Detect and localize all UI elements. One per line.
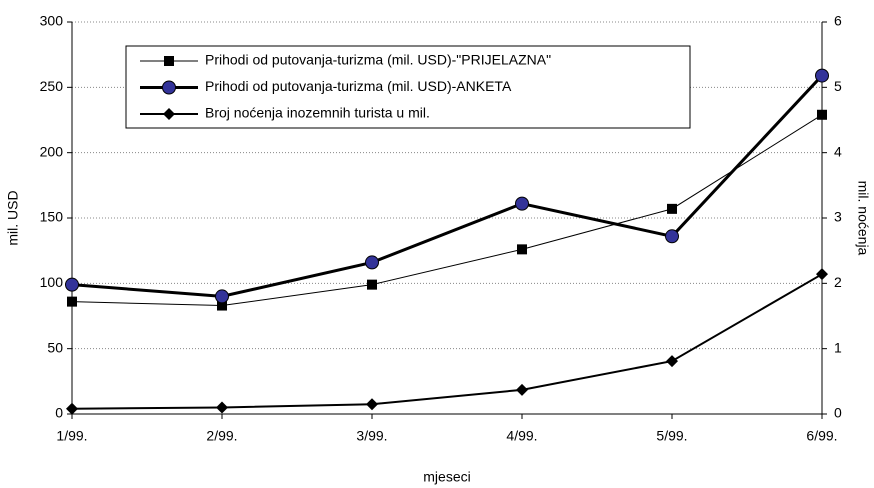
marker	[215, 289, 229, 304]
marker	[815, 68, 829, 83]
y-tick-label: 50	[47, 339, 63, 355]
marker	[817, 109, 827, 120]
legend-label: Broj noćenja inozemnih turista u mil.	[205, 105, 430, 121]
x-axis-label: mjeseci	[423, 469, 470, 485]
y-tick-label: 250	[40, 78, 64, 94]
marker	[66, 402, 78, 415]
marker	[162, 80, 176, 95]
y2-tick-label: 1	[834, 339, 842, 355]
marker	[516, 383, 528, 396]
marker	[367, 279, 377, 290]
y-tick-label: 100	[40, 274, 64, 290]
y2-tick-label: 6	[834, 13, 842, 29]
y-tick-label: 150	[40, 209, 64, 225]
marker	[666, 355, 678, 368]
y-axis-label: mil. USD	[5, 190, 21, 245]
x-tick-label: 3/99.	[356, 428, 387, 444]
x-tick-label: 5/99.	[656, 428, 687, 444]
y-tick-label: 200	[40, 143, 64, 159]
series-line	[71, 114, 823, 307]
y2-tick-label: 4	[834, 143, 842, 159]
y2-tick-label: 3	[834, 209, 842, 225]
marker	[515, 196, 529, 211]
marker	[67, 296, 77, 307]
marker	[65, 277, 79, 292]
marker	[366, 398, 378, 411]
marker	[665, 229, 679, 244]
y2-tick-label: 5	[834, 78, 842, 94]
marker	[365, 255, 379, 270]
y-tick-label: 0	[55, 405, 63, 421]
marker	[517, 244, 527, 255]
marker	[164, 56, 174, 66]
marker	[217, 300, 227, 311]
marker	[816, 268, 828, 281]
marker	[667, 203, 677, 214]
marker	[163, 108, 175, 120]
x-tick-label: 4/99.	[506, 428, 537, 444]
y2-tick-label: 0	[834, 405, 842, 421]
legend: Prihodi od putovanja-turizma (mil. USD)-…	[125, 45, 691, 129]
y-tick-label: 300	[40, 13, 64, 29]
y2-axis-label: mil. noćenja	[855, 181, 871, 256]
legend-label: Prihodi od putovanja-turizma (mil. USD)-…	[205, 78, 512, 94]
legend-label: Prihodi od putovanja-turizma (mil. USD)-…	[205, 52, 551, 68]
series-line	[71, 273, 823, 410]
legend-box	[125, 45, 691, 129]
x-tick-label: 1/99.	[56, 428, 87, 444]
y2-tick-label: 2	[834, 274, 842, 290]
marker	[216, 401, 228, 414]
x-tick-label: 6/99.	[806, 428, 837, 444]
series-line	[71, 74, 824, 298]
x-tick-label: 2/99.	[206, 428, 237, 444]
